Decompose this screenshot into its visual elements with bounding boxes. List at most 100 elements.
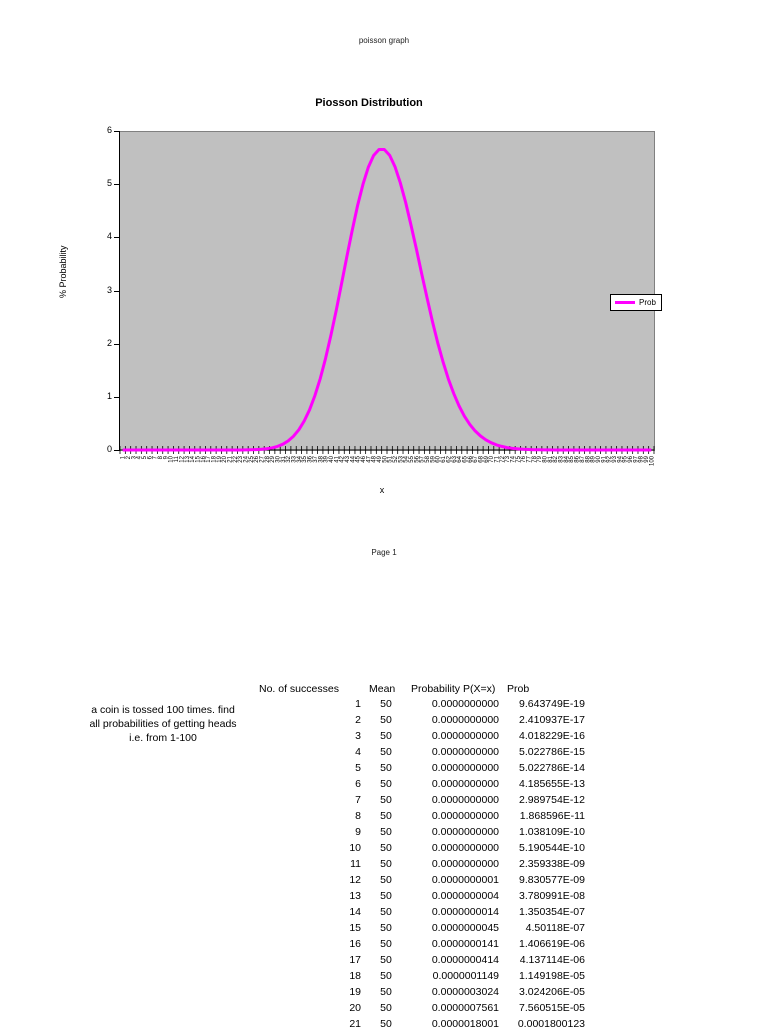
y-tick-mark bbox=[114, 450, 120, 451]
cell-probability: 0.0000000001 bbox=[431, 874, 499, 886]
cell-probability: 0.0000000000 bbox=[431, 762, 499, 774]
x-tick-label: 43 bbox=[345, 455, 351, 462]
x-tick-label: 20 bbox=[222, 455, 228, 462]
x-tick-label: 78 bbox=[532, 455, 538, 462]
x-tick-label: 80 bbox=[543, 455, 549, 462]
y-tick-mark bbox=[114, 343, 120, 345]
x-tick-label: 35 bbox=[302, 455, 308, 462]
y-tick-label: 3 bbox=[106, 284, 112, 295]
x-tick-label: 2 bbox=[126, 455, 132, 459]
x-tick-label: 26 bbox=[254, 455, 260, 462]
plot-area bbox=[120, 131, 655, 451]
x-tick-label: 98 bbox=[639, 455, 645, 462]
cell-mean: 50 bbox=[380, 858, 392, 870]
y-tick-mark bbox=[114, 396, 120, 398]
x-tick-label: 13 bbox=[185, 455, 191, 462]
x-tick-label: 27 bbox=[260, 455, 266, 462]
x-tick-label: 62 bbox=[446, 455, 452, 462]
table-row: 10 50 0.0000000000 5.190544E-10 bbox=[255, 840, 589, 856]
chart-title: Piosson Distribution bbox=[315, 97, 423, 109]
cell-successes: 11 bbox=[350, 858, 361, 870]
x-tick-label: 61 bbox=[441, 455, 447, 462]
x-tick-label: 50 bbox=[382, 455, 388, 462]
cell-successes: 8 bbox=[355, 810, 361, 822]
x-tick-label: 70 bbox=[489, 455, 495, 462]
x-tick-label: 16 bbox=[201, 455, 207, 462]
cell-mean: 50 bbox=[380, 810, 392, 822]
y-tick-mark bbox=[114, 290, 120, 292]
cell-successes: 17 bbox=[349, 954, 361, 966]
x-tick-label: 91 bbox=[601, 455, 607, 462]
cell-probability: 0.0000018001 bbox=[431, 1018, 499, 1030]
chart-line-layer: 1 2 3 4 5 6 7 8 9 10 11 12 13 14 15 16 17 18 19 20 21 22 23 24 2… bbox=[119, 148, 655, 466]
x-tick-label: 29 bbox=[270, 455, 276, 462]
cell-probability: 0.0000000000 bbox=[431, 746, 499, 758]
x-tick-label: 93 bbox=[612, 455, 618, 462]
x-tick-label: 96 bbox=[628, 455, 634, 462]
table-row: 3 50 0.0000000000 4.018229E-16 bbox=[255, 728, 589, 744]
table-row: 2 50 0.0000000000 2.410937E-17 bbox=[255, 712, 589, 728]
cell-mean: 50 bbox=[380, 890, 392, 902]
cell-prob: 9.643749E-19 bbox=[519, 698, 585, 710]
cell-successes: 19 bbox=[349, 986, 361, 998]
x-tick-label: 49 bbox=[377, 455, 383, 462]
table-row: 6 50 0.0000000000 4.185655E-13 bbox=[255, 776, 589, 792]
cell-successes: 1 bbox=[355, 698, 361, 710]
table-row: 11 50 0.0000000000 2.359338E-09 bbox=[255, 856, 589, 872]
x-tick-label: 31 bbox=[281, 455, 287, 462]
legend-label: Prob bbox=[639, 298, 656, 307]
table-row: 12 50 0.0000000001 9.830577E-09 bbox=[255, 872, 589, 888]
x-tick-label: 5 bbox=[142, 455, 148, 459]
cell-prob: 5.022786E-14 bbox=[519, 762, 585, 774]
y-tick-mark bbox=[114, 131, 120, 132]
x-tick-label: 18 bbox=[211, 455, 217, 462]
x-tick-label: 73 bbox=[505, 455, 511, 462]
cell-prob: 2.410937E-17 bbox=[519, 714, 585, 726]
x-tick-label: 9 bbox=[163, 455, 169, 459]
cell-successes: 14 bbox=[349, 906, 361, 918]
x-tick-label: 32 bbox=[286, 455, 292, 462]
cell-mean: 50 bbox=[380, 794, 392, 806]
x-tick-label: 37 bbox=[313, 455, 319, 462]
x-tick-label: 83 bbox=[559, 455, 565, 462]
x-tick-label: 74 bbox=[510, 455, 516, 462]
cell-mean: 50 bbox=[380, 746, 392, 758]
table-row: 8 50 0.0000000000 1.868596E-11 bbox=[255, 808, 589, 824]
cell-successes: 5 bbox=[355, 762, 361, 774]
cell-successes: 2 bbox=[355, 714, 361, 726]
table-row: 19 50 0.0000003024 3.024206E-05 bbox=[255, 984, 589, 1000]
x-tick-label: 63 bbox=[452, 455, 458, 462]
x-tick-label: 44 bbox=[350, 455, 356, 462]
x-tick-label: 57 bbox=[420, 455, 426, 462]
x-tick-label: 100 bbox=[649, 455, 655, 466]
cell-successes: 6 bbox=[355, 778, 361, 790]
cell-mean: 50 bbox=[380, 698, 392, 710]
cell-probability: 0.0000000000 bbox=[431, 778, 499, 790]
cell-mean: 50 bbox=[380, 762, 392, 774]
x-tick-label: 45 bbox=[356, 455, 362, 462]
cell-prob: 4.018229E-16 bbox=[519, 730, 585, 742]
table-row: 13 50 0.0000000004 3.780991E-08 bbox=[255, 888, 589, 904]
cell-successes: 16 bbox=[349, 938, 361, 950]
x-tick-label: 67 bbox=[473, 455, 479, 462]
table-row: 7 50 0.0000000000 2.989754E-12 bbox=[255, 792, 589, 808]
cell-successes: 9 bbox=[355, 826, 361, 838]
x-tick-label: 87 bbox=[580, 455, 586, 462]
x-tick-label: 59 bbox=[430, 455, 436, 462]
page-header: poisson graph bbox=[358, 36, 410, 45]
x-tick-label: 71 bbox=[494, 455, 500, 462]
x-tick-label: 38 bbox=[318, 455, 324, 462]
cell-probability: 0.0000000141 bbox=[431, 938, 499, 950]
cell-probability: 0.0000000000 bbox=[431, 714, 499, 726]
x-tick-label: 94 bbox=[617, 455, 623, 462]
y-tick-mark bbox=[114, 184, 120, 186]
x-tick-label: 34 bbox=[297, 455, 303, 462]
x-axis-label: x bbox=[379, 485, 385, 495]
y-tick-label: 5 bbox=[106, 178, 112, 189]
x-tick-label: 76 bbox=[521, 455, 527, 462]
x-tick-label: 95 bbox=[623, 455, 629, 462]
cell-probability: 0.0000000000 bbox=[431, 858, 499, 870]
table-row: 15 50 0.0000000045 4.50118E-07 bbox=[255, 920, 589, 936]
cell-prob: 1.868596E-11 bbox=[519, 810, 585, 822]
x-tick-label: 55 bbox=[409, 455, 415, 462]
